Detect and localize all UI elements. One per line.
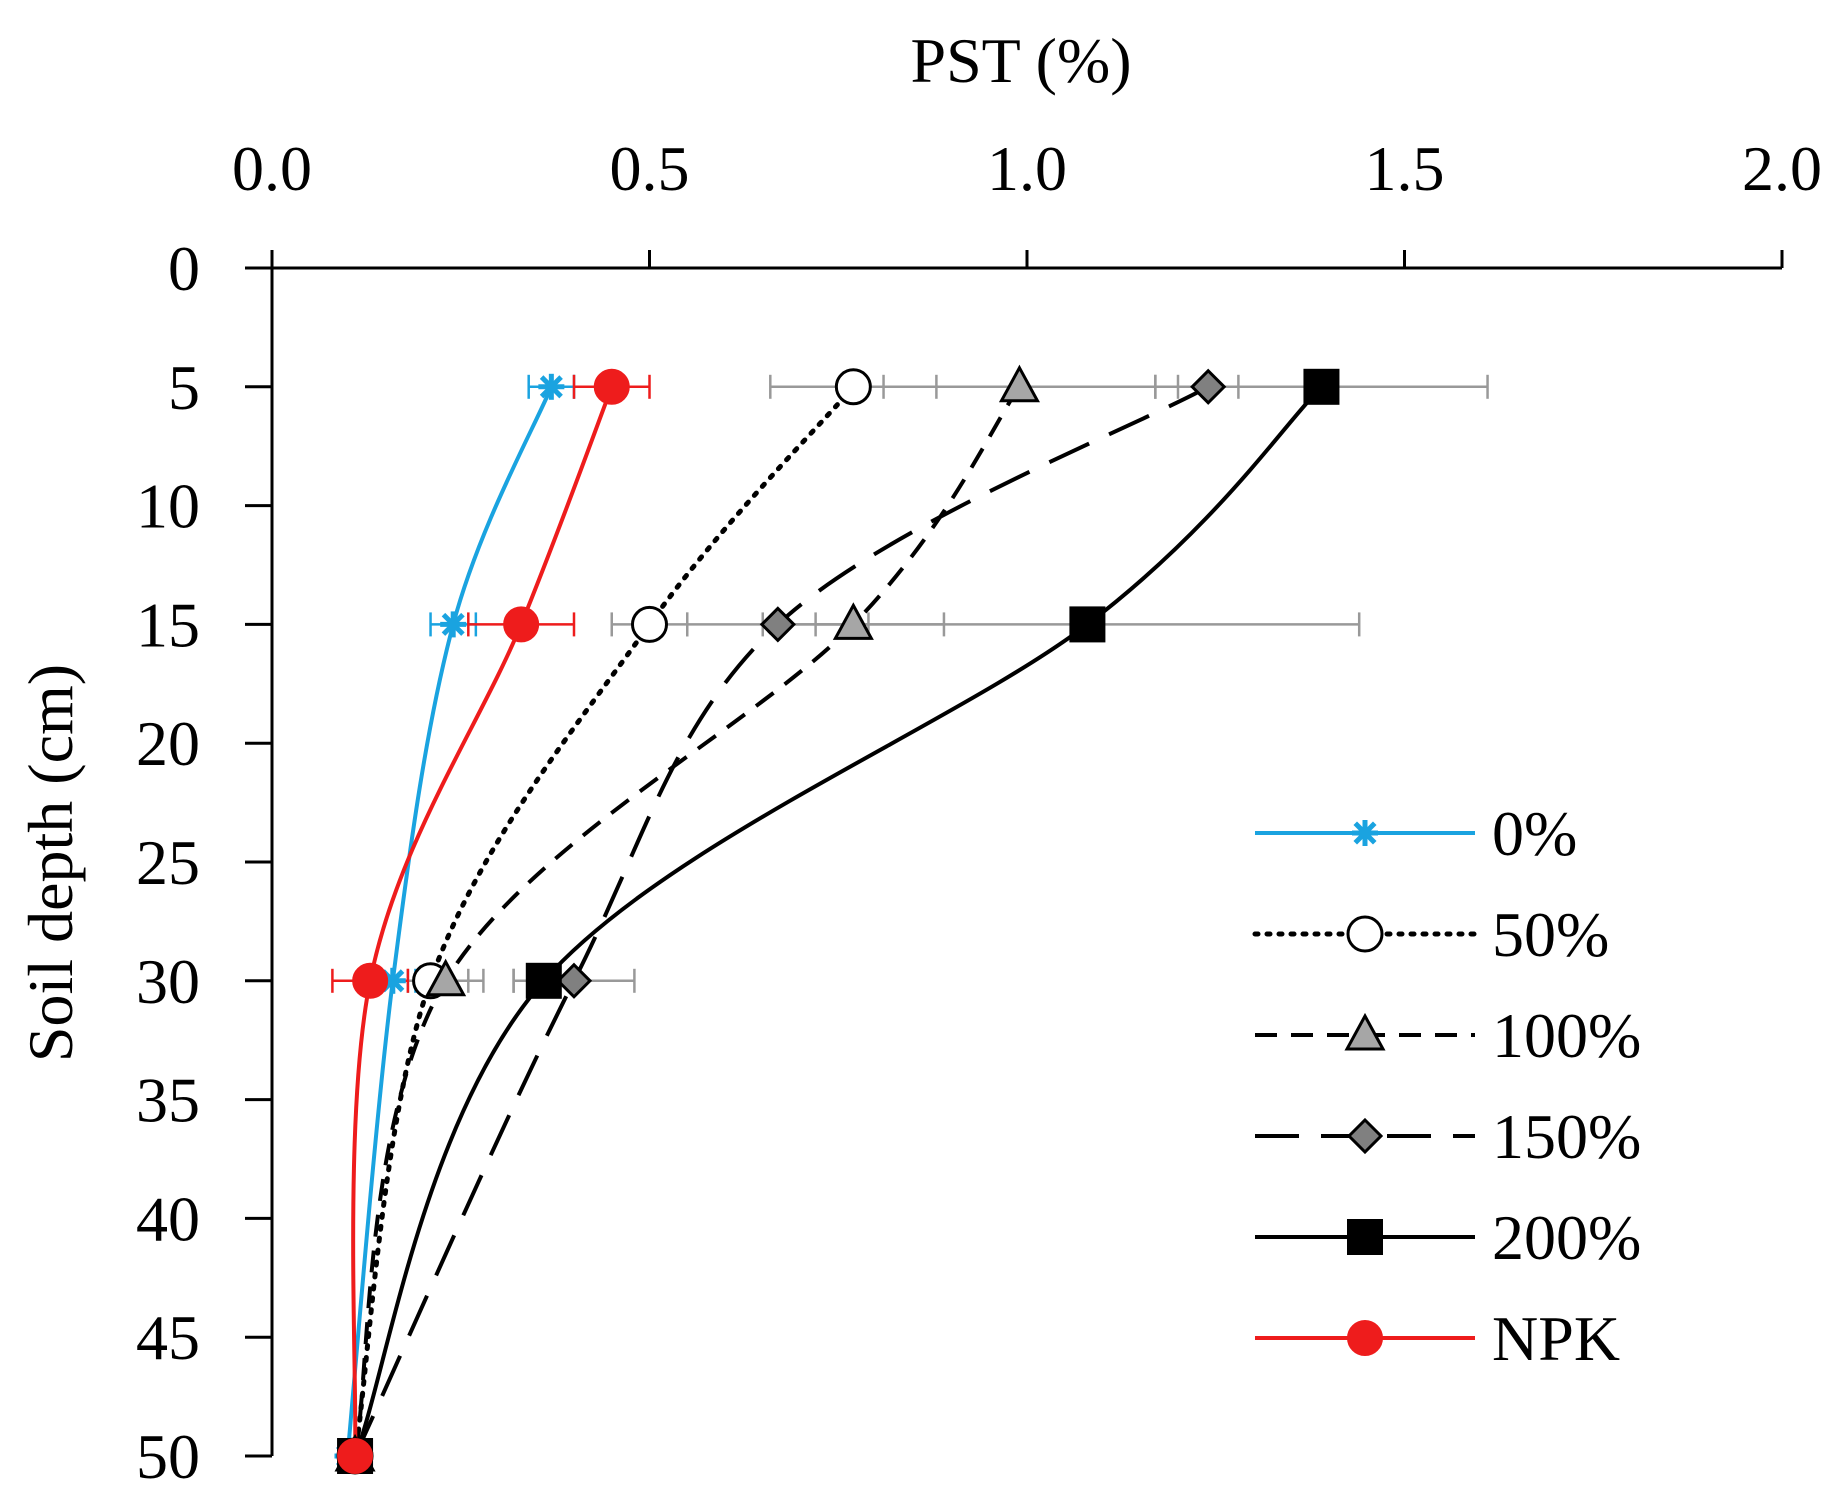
axes: 0.0 0.5 1.0 1.5 2.0 0 5 10 15 20 25 30 35 40 45 50	[136, 133, 1822, 1492]
data-point-marker	[1346, 915, 1384, 953]
series-line	[352, 384, 856, 1459]
data-point-marker	[1352, 820, 1378, 846]
legend-entry: 100%	[1255, 1000, 1641, 1071]
y-axis-title: Soil depth (cm)	[15, 664, 86, 1062]
y-tick-label: 50	[136, 1421, 200, 1492]
data-point-marker	[440, 611, 467, 638]
y-tick-label: 35	[136, 1065, 200, 1136]
y-tick-label: 45	[136, 1302, 200, 1373]
legend: 0% 50% 100% 150% 200% NPK	[1252, 798, 1641, 1374]
legend-entry: 150%	[1255, 1101, 1641, 1172]
asterisk-stroke	[441, 612, 465, 636]
y-tick-label: 5	[168, 352, 200, 423]
data-point-marker	[1344, 1012, 1386, 1051]
data-point-marker	[425, 958, 467, 997]
data-point-marker	[998, 364, 1040, 403]
data-point-marker	[593, 368, 630, 405]
data-point-marker	[352, 962, 389, 999]
legend-label: 0%	[1492, 798, 1577, 869]
data-point-marker	[631, 605, 668, 643]
x-tick-label: 2.0	[1742, 133, 1822, 204]
data-point-marker	[1303, 368, 1340, 405]
data-point-marker	[1190, 368, 1227, 405]
y-tick-label: 10	[136, 471, 200, 542]
data-point-marker	[1347, 1219, 1383, 1255]
legend-entry: NPK	[1255, 1303, 1620, 1374]
legend-label: 150%	[1492, 1101, 1641, 1172]
series-line	[353, 385, 1323, 1457]
y-tick-label: 0	[168, 233, 200, 304]
data-point-marker	[538, 373, 565, 400]
asterisk-stroke	[539, 375, 563, 399]
series-line	[353, 385, 1210, 1457]
data-point-marker	[1347, 1320, 1383, 1356]
series-line	[353, 385, 1022, 1457]
series-line	[351, 386, 614, 1457]
x-axis-title: PST (%)	[910, 25, 1131, 96]
data-point-marker	[1069, 606, 1106, 643]
data-point-marker	[337, 1438, 374, 1474]
y-tick-label: 15	[136, 589, 200, 660]
y-tick-label: 25	[136, 827, 200, 898]
series-lines	[345, 384, 1323, 1459]
data-point-marker	[503, 606, 540, 643]
x-tick-label: 1.0	[987, 133, 1067, 204]
error-bars	[331, 374, 1489, 993]
legend-label: NPK	[1492, 1303, 1620, 1374]
y-tick-label: 30	[136, 946, 200, 1017]
asterisk-stroke	[1353, 821, 1377, 845]
data-point-marker	[759, 606, 796, 643]
data-point-marker	[555, 962, 593, 999]
legend-label: 50%	[1492, 899, 1609, 970]
y-tick-label: 20	[136, 708, 200, 779]
x-tick-label: 0.0	[232, 133, 312, 204]
y-tick-label: 40	[136, 1183, 200, 1254]
x-tick-label: 0.5	[610, 133, 690, 204]
legend-entry: 200%	[1255, 1202, 1641, 1273]
data-point-marker	[832, 602, 874, 640]
x-tick-label: 1.5	[1365, 133, 1445, 204]
series-markers	[334, 364, 1340, 1475]
legend-label: 200%	[1492, 1202, 1641, 1273]
legend-entry: 0%	[1255, 798, 1577, 869]
series-line	[345, 386, 554, 1457]
legend-label: 100%	[1492, 1000, 1641, 1071]
legend-entry: 50%	[1252, 899, 1609, 970]
data-point-marker	[1346, 1117, 1384, 1155]
data-point-marker	[834, 368, 872, 406]
data-point-marker	[525, 962, 562, 999]
